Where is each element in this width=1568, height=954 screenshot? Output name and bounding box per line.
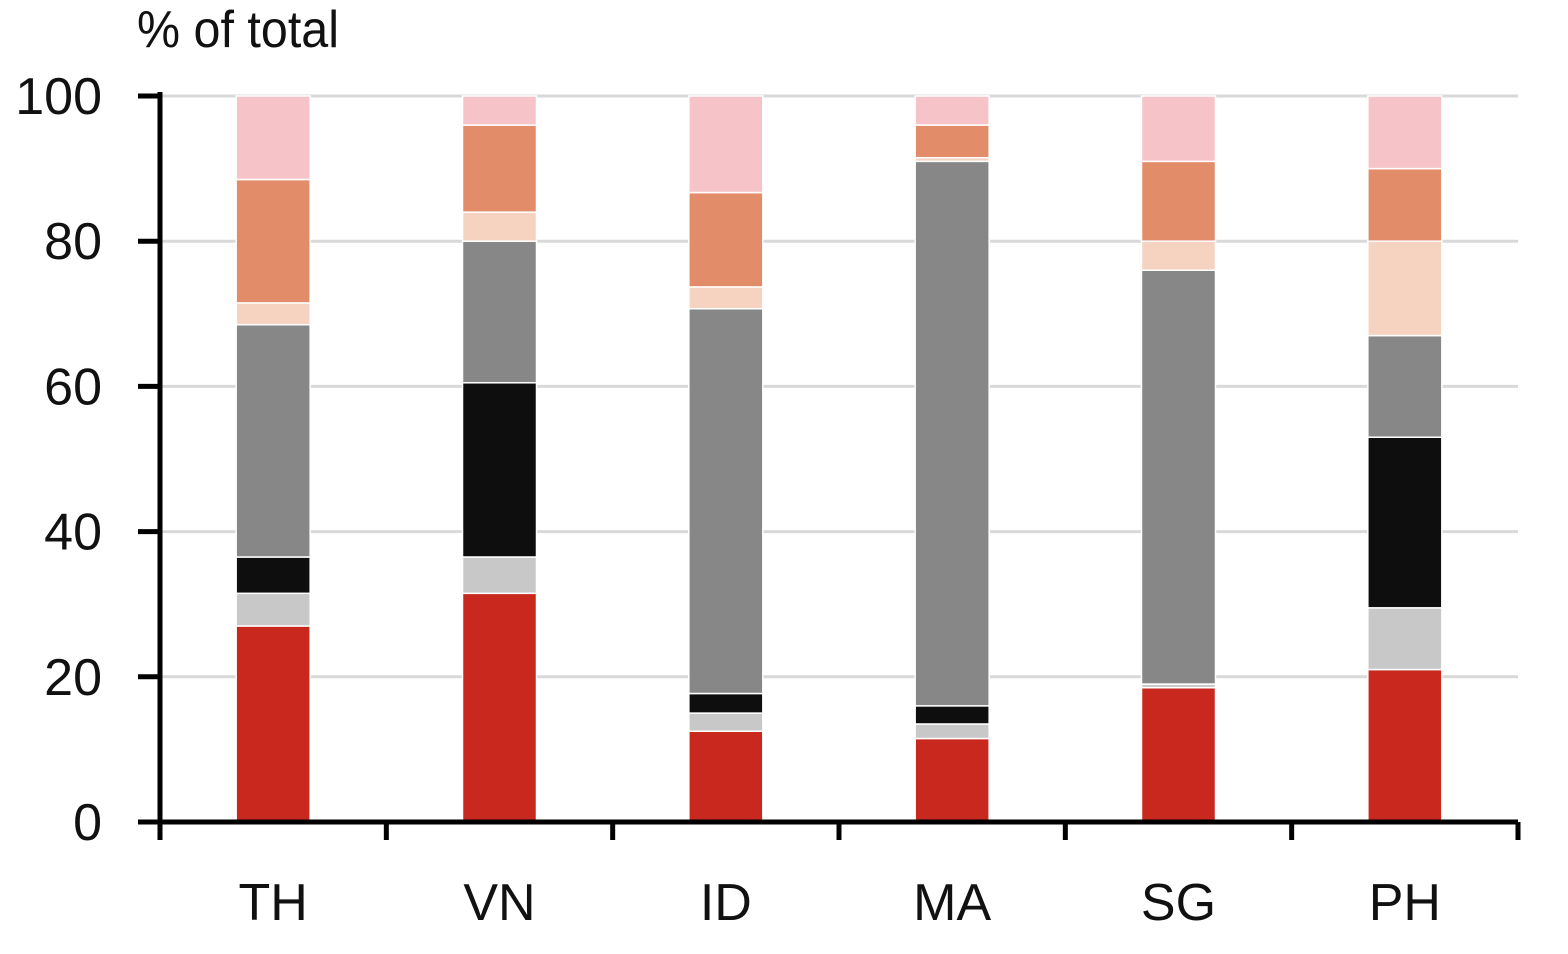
bar-segment-ma-3 [914,705,990,725]
bar-segment-vn-6 [461,124,538,213]
bar-segment-vn-3 [461,382,538,558]
bar-segment-ma-6 [914,124,990,159]
bar-segment-ph-3 [1367,436,1443,609]
y-axis-ticks: 0 20 40 60 80 100 [15,68,160,852]
bar-segment-vn-7 [461,95,538,126]
x-tick-label-ma: MA [913,874,991,932]
y-axis-title: % of total [137,1,339,59]
bar-segment-ph-2 [1367,607,1443,671]
x-tick-label-vn: VN [463,874,535,932]
bar-segment-th-7 [235,95,311,181]
bar-segment-id-1 [688,730,764,823]
bar-segment-ph-1 [1367,668,1443,823]
bar-segment-ph-7 [1367,95,1443,170]
bar-segment-th-2 [235,592,311,627]
bar-segment-th-3 [235,556,311,595]
bars [235,95,1443,823]
bar-segment-sg-7 [1140,95,1217,163]
x-axis-ticks: TH VN ID MA SG PH [157,822,1521,932]
y-tick-label-80: 80 [44,213,102,271]
y-tick-label-40: 40 [44,504,102,562]
bar-segment-ma-7 [914,95,990,126]
bar-segment-ph-5 [1367,240,1443,337]
bar-segment-ph-6 [1367,167,1443,242]
bar-segment-id-5 [688,286,764,310]
bar-segment-id-7 [688,95,764,194]
bar-segment-ma-4 [914,160,990,707]
y-tick-label-0: 0 [73,794,102,852]
gridlines [160,94,1518,679]
bar-segment-th-4 [235,323,311,558]
y-tick-label-20: 20 [44,649,102,707]
bar-segment-id-4 [688,307,764,695]
x-tick-label-ph: PH [1369,874,1441,932]
bar-segment-id-3 [688,692,764,714]
bar-segment-id-6 [688,191,764,288]
bar-segment-sg-6 [1140,160,1217,242]
bar-segment-vn-2 [461,556,538,595]
bar-segment-ma-2 [914,723,990,740]
bar-segment-sg-5 [1140,240,1217,271]
x-tick-label-id: ID [700,874,752,932]
bar-segment-sg-4 [1140,269,1217,685]
bar-segment-th-1 [235,625,311,823]
bar-segment-th-5 [235,302,311,326]
bar-segment-id-2 [688,712,764,732]
x-tick-label-th: TH [239,874,308,932]
bar-segment-vn-4 [461,240,538,384]
axes [157,92,1518,825]
bar-segment-sg-1 [1140,686,1217,823]
bar-segment-ph-4 [1367,334,1443,438]
bar-segment-th-6 [235,178,311,304]
x-tick-label-sg: SG [1141,874,1216,932]
bar-segment-vn-1 [461,592,538,823]
y-tick-label-60: 60 [44,358,102,416]
bar-segment-ma-1 [914,737,990,823]
bar-segment-vn-5 [461,211,538,242]
y-tick-label-100: 100 [15,68,102,126]
